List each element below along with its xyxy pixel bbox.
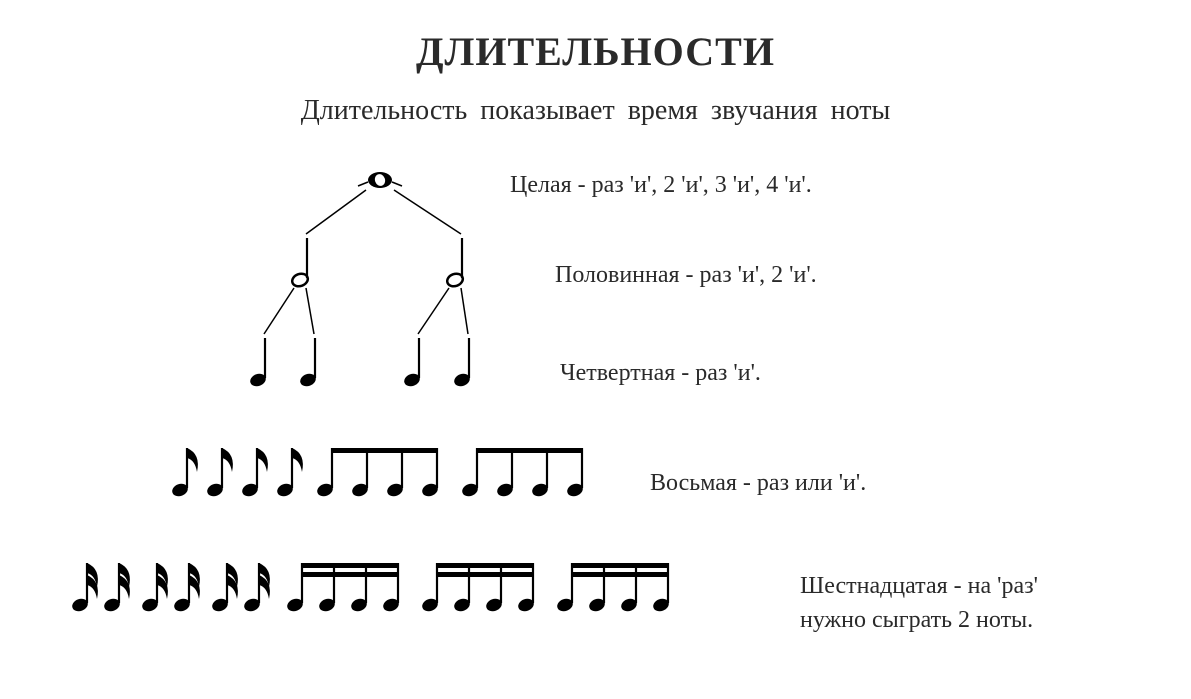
- label-half: Половинная - раз 'и', 2 'и'.: [555, 262, 817, 289]
- label-eighth: Восьмая - раз или 'и'.: [650, 470, 866, 497]
- label-whole: Целая - раз 'и', 2 'и', 3 'и', 4 'и'.: [510, 172, 812, 199]
- label-sixteenth-line2: нужно сыграть 2 ноты.: [800, 604, 1038, 638]
- label-sixteenth: Шестнадцатая - на 'раз' нужно сыграть 2 …: [800, 570, 1038, 637]
- page-title: ДЛИТЕЛЬНОСТИ: [0, 0, 1191, 75]
- label-sixteenth-line1: Шестнадцатая - на 'раз': [800, 570, 1038, 604]
- label-quarter: Четвертная - раз 'и'.: [560, 360, 761, 387]
- sixteenth-notes: [0, 150, 800, 690]
- note-duration-tree: Целая - раз 'и', 2 'и', 3 'и', 4 'и'. По…: [0, 150, 1191, 699]
- page-subtitle: Длительность показывает время звучания н…: [0, 75, 1191, 127]
